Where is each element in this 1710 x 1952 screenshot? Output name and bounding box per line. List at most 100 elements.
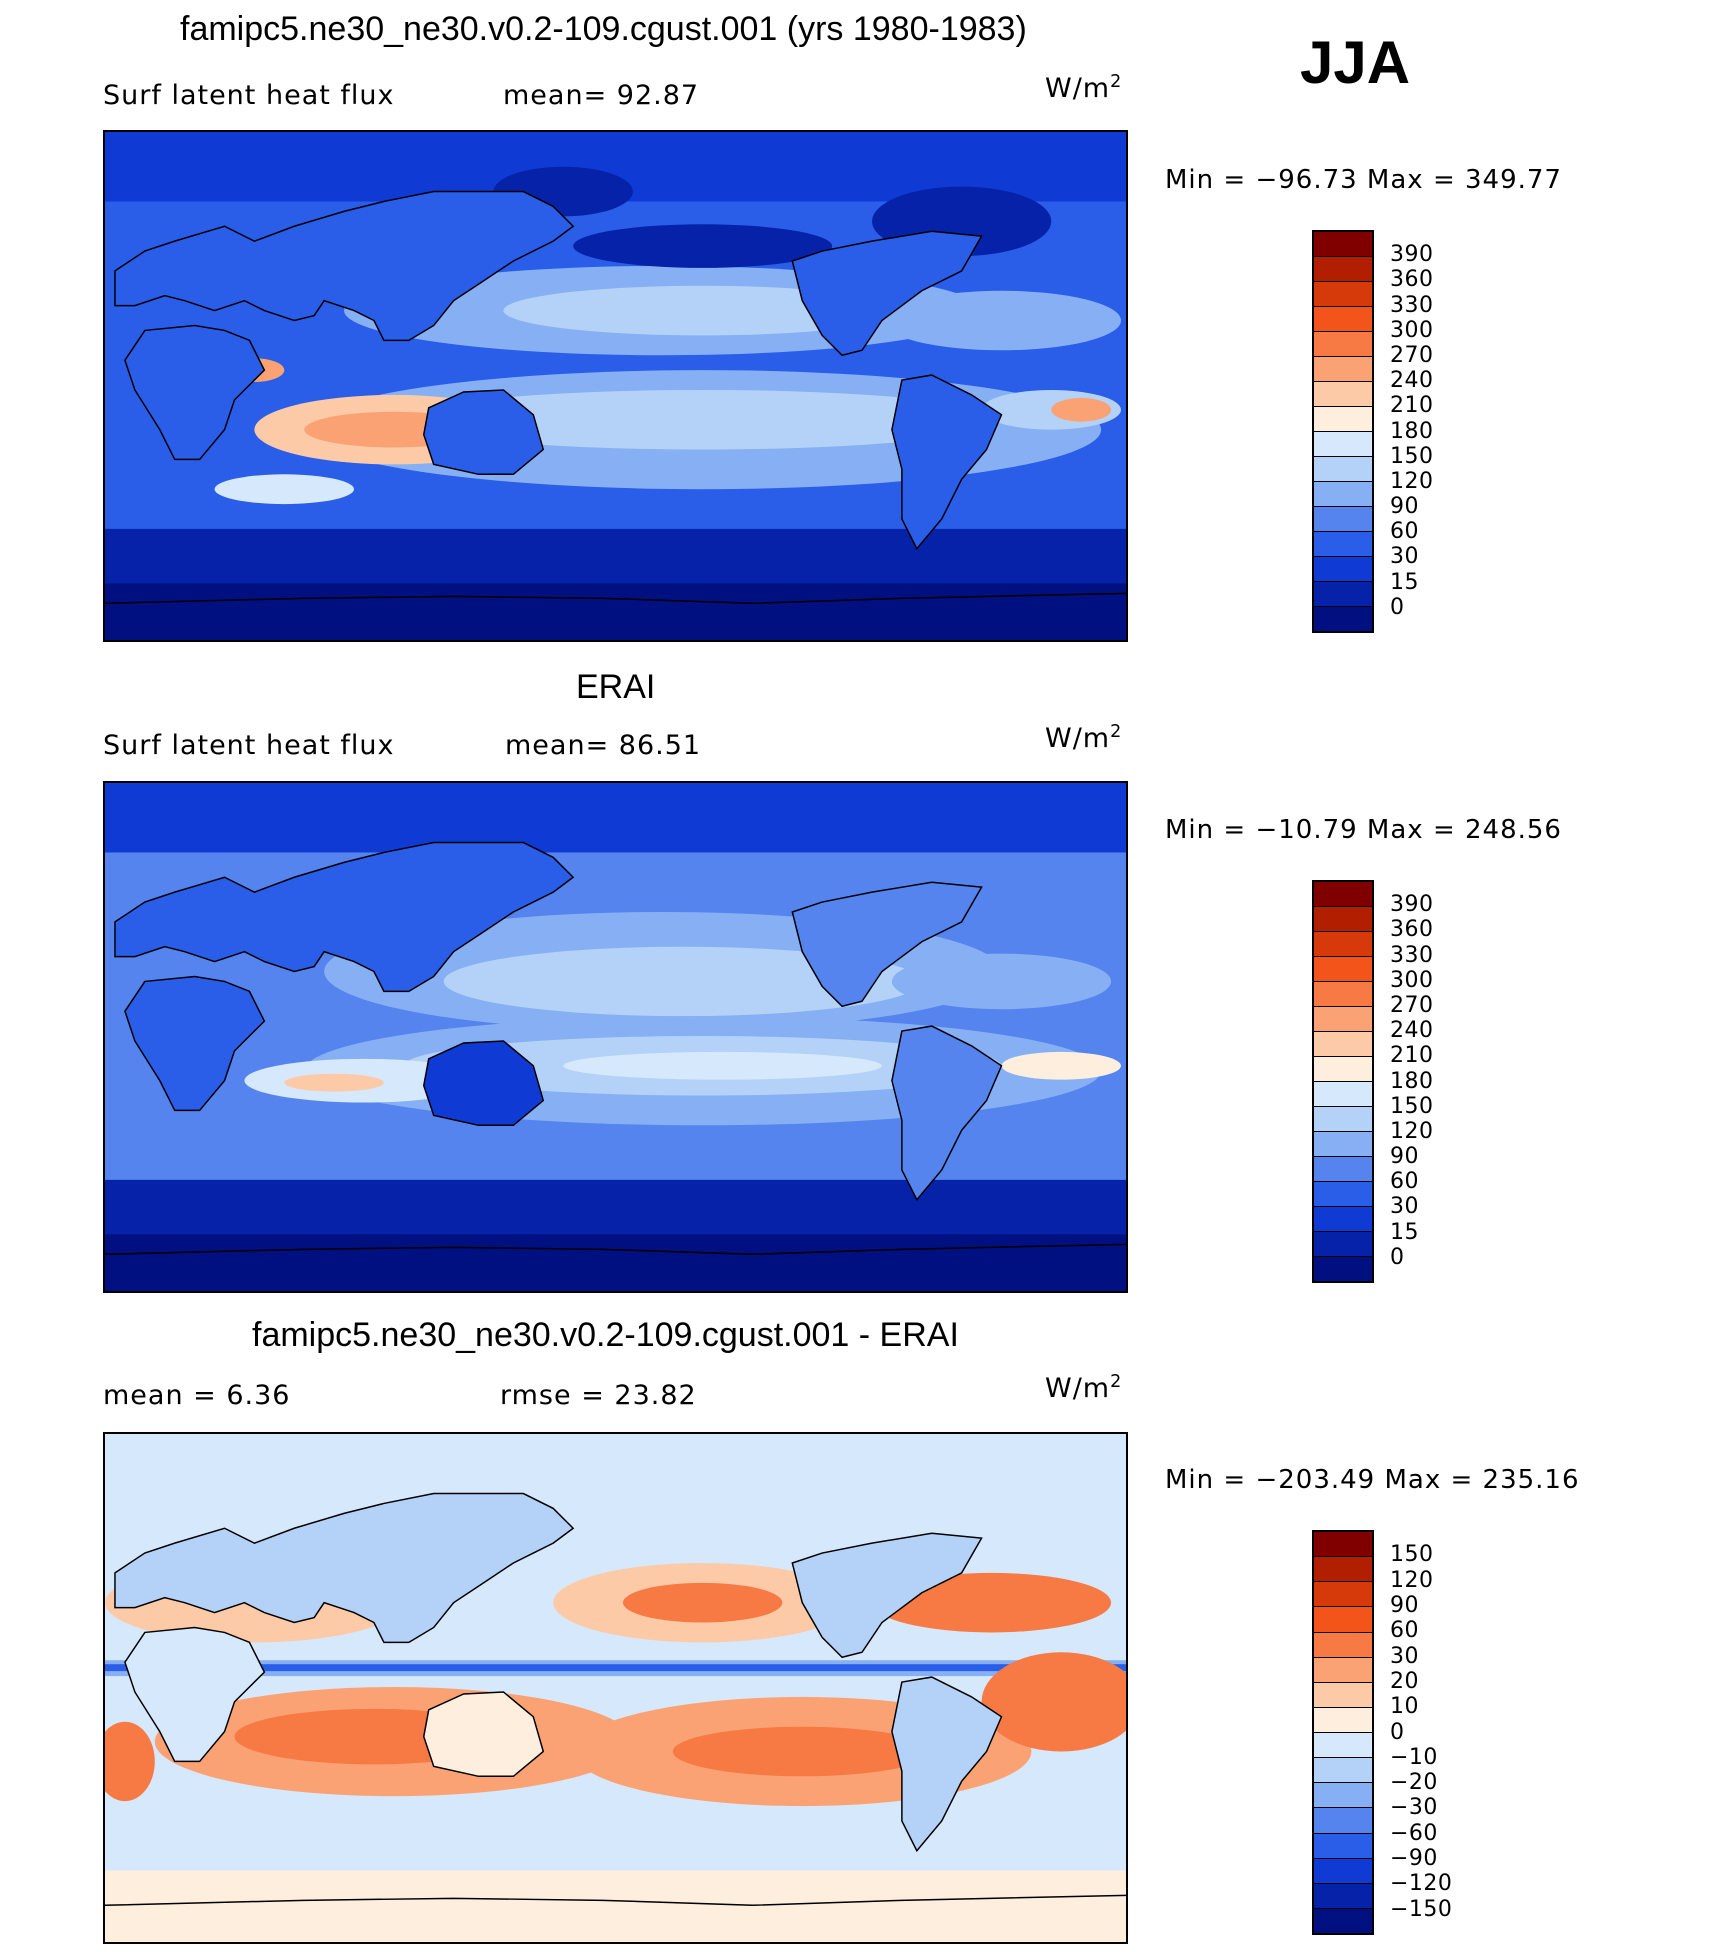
colorbar-swatch — [1314, 432, 1372, 457]
colorbar-swatch — [1314, 1232, 1372, 1257]
colorbar-swatch — [1314, 1132, 1372, 1157]
minmax-label: Min = −96.73 Max = 349.77 — [1165, 165, 1562, 195]
main-title: famipc5.ne30_ne30.v0.2-109.cgust.001 (yr… — [180, 10, 1027, 48]
colorbar-swatch — [1314, 1057, 1372, 1082]
colorbar-swatch — [1314, 607, 1372, 631]
colorbar-swatch — [1314, 382, 1372, 407]
colorbar-tick-label: 30 — [1390, 544, 1419, 570]
colorbar-swatch — [1314, 357, 1372, 382]
colorbar-tick-label: 90 — [1390, 1592, 1419, 1618]
colorbar-tick-label: 30 — [1390, 1643, 1419, 1669]
colorbar-tick-label: 210 — [1390, 1043, 1434, 1069]
colorbar-swatch — [1314, 1733, 1372, 1759]
colorbar-tick-label: −120 — [1390, 1871, 1453, 1897]
minmax-label: Min = −203.49 Max = 235.16 — [1165, 1465, 1580, 1495]
map-diff — [103, 1432, 1128, 1944]
colorbar-swatch — [1314, 882, 1372, 907]
colorbar-swatch — [1314, 1632, 1372, 1658]
season-label: JJA — [1300, 29, 1411, 96]
colorbar-tick-label: −150 — [1390, 1896, 1453, 1922]
colorbar-swatch — [1314, 557, 1372, 582]
colorbar — [1312, 880, 1374, 1283]
colorbar-swatch — [1314, 532, 1372, 557]
colorbar-swatch — [1314, 232, 1372, 257]
colorbar-swatch — [1314, 1707, 1372, 1733]
colorbar-swatch — [1314, 1607, 1372, 1633]
colorbar — [1312, 1530, 1374, 1935]
colorbar-tick-label: 120 — [1390, 1118, 1434, 1144]
colorbar-tick-label: 15 — [1390, 1219, 1419, 1245]
colorbar-swatch — [1314, 1007, 1372, 1032]
colorbar-tick-label: 390 — [1390, 892, 1434, 918]
colorbar-tick-label: 180 — [1390, 1068, 1434, 1094]
colorbar-tick-label: −60 — [1390, 1820, 1438, 1846]
units-label: W/m2 — [1045, 72, 1123, 104]
field-label: Surf latent heat flux — [103, 730, 395, 761]
colorbar-swatch — [1314, 1257, 1372, 1281]
colorbar-tick-label: 0 — [1390, 1719, 1405, 1745]
colorbar-tick-label: 10 — [1390, 1694, 1419, 1720]
colorbar-tick-label: 15 — [1390, 569, 1419, 595]
colorbar-swatch — [1314, 282, 1372, 307]
colorbar-swatch — [1314, 307, 1372, 332]
colorbar-tick-label: 270 — [1390, 992, 1434, 1018]
colorbar-swatch — [1314, 1157, 1372, 1182]
field-label: Surf latent heat flux — [103, 80, 395, 111]
panel-title: ERAI — [576, 668, 656, 706]
colorbar-tick-label: 150 — [1390, 1542, 1434, 1568]
colorbar-tick-label: 360 — [1390, 917, 1434, 943]
colorbar-tick-label: 150 — [1390, 1093, 1434, 1119]
mean-label: mean= 86.51 — [505, 730, 702, 761]
colorbar-swatch — [1314, 1557, 1372, 1583]
colorbar-tick-label: 240 — [1390, 368, 1434, 394]
colorbar-swatch — [1314, 1207, 1372, 1232]
colorbar-swatch — [1314, 982, 1372, 1007]
colorbar-tick-label: 20 — [1390, 1668, 1419, 1694]
colorbar-swatch — [1314, 1107, 1372, 1132]
minmax-label: Min = −10.79 Max = 248.56 — [1165, 815, 1562, 845]
panel-title: famipc5.ne30_ne30.v0.2-109.cgust.001 - E… — [252, 1316, 959, 1354]
colorbar-tick-label: 60 — [1390, 1618, 1419, 1644]
colorbar — [1312, 230, 1374, 633]
colorbar-tick-label: 0 — [1390, 594, 1405, 620]
colorbar-swatch — [1314, 457, 1372, 482]
colorbar-tick-label: 60 — [1390, 1169, 1419, 1195]
mean-label: mean= 92.87 — [503, 80, 700, 111]
units-label: W/m2 — [1045, 1372, 1123, 1404]
colorbar-tick-label: 300 — [1390, 967, 1434, 993]
colorbar-tick-label: −20 — [1390, 1770, 1438, 1796]
rmse-label: rmse = 23.82 — [500, 1380, 697, 1411]
colorbar-swatch — [1314, 907, 1372, 932]
colorbar-tick-label: 330 — [1390, 292, 1434, 318]
map-model — [103, 130, 1128, 642]
colorbar-tick-label: 360 — [1390, 267, 1434, 293]
colorbar-swatch — [1314, 582, 1372, 607]
colorbar-swatch — [1314, 257, 1372, 282]
colorbar-swatch — [1314, 1833, 1372, 1859]
colorbar-swatch — [1314, 332, 1372, 357]
colorbar-tick-label: 120 — [1390, 468, 1434, 494]
colorbar-tick-label: 120 — [1390, 1567, 1434, 1593]
colorbar-swatch — [1314, 1182, 1372, 1207]
colorbar-swatch — [1314, 1783, 1372, 1809]
colorbar-swatch — [1314, 1032, 1372, 1057]
colorbar-swatch — [1314, 1883, 1372, 1909]
colorbar-tick-label: 90 — [1390, 1144, 1419, 1170]
colorbar-tick-label: 180 — [1390, 418, 1434, 444]
colorbar-swatch — [1314, 1908, 1372, 1933]
colorbar-swatch — [1314, 407, 1372, 432]
colorbar-tick-label: 60 — [1390, 519, 1419, 545]
map-obs — [103, 781, 1128, 1293]
colorbar-swatch — [1314, 1808, 1372, 1834]
colorbar-swatch — [1314, 1758, 1372, 1784]
units-label: W/m2 — [1045, 722, 1123, 754]
colorbar-tick-label: 330 — [1390, 942, 1434, 968]
mean-label: mean = 6.36 — [103, 1380, 291, 1411]
colorbar-swatch — [1314, 957, 1372, 982]
colorbar-tick-label: 0 — [1390, 1244, 1405, 1270]
colorbar-tick-label: 30 — [1390, 1194, 1419, 1220]
colorbar-swatch — [1314, 932, 1372, 957]
colorbar-tick-label: −90 — [1390, 1846, 1438, 1872]
colorbar-swatch — [1314, 1858, 1372, 1884]
colorbar-swatch — [1314, 482, 1372, 507]
